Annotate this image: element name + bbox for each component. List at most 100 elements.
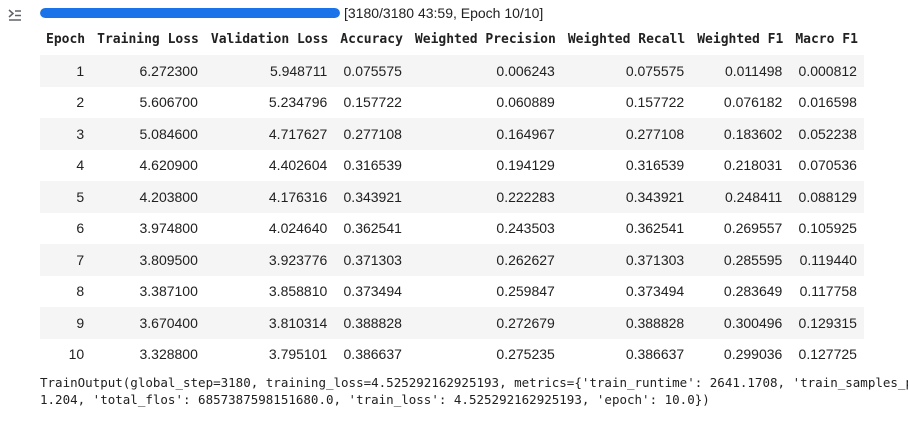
table-cell: 0.000812 (789, 55, 864, 87)
table-row: 10 3.328800 3.795101 0.386637 0.275235 0.3866… (40, 339, 864, 371)
table-cell: 3.809500 (91, 244, 205, 276)
table-cell: 3.923776 (204, 244, 335, 276)
table-cell: 0.373494 (343, 283, 402, 300)
table-cell: 8 (76, 283, 85, 300)
table-cell: 0.075575 (561, 55, 692, 87)
table-cell: 5 (40, 181, 92, 213)
table-cell: 0.016598 (798, 94, 857, 111)
table-cell: 0.259847 (496, 283, 555, 300)
progress-bar (40, 8, 340, 18)
table-cell: 0.343921 (561, 181, 692, 213)
table-cell: 0.316539 (625, 157, 685, 174)
table-row: 7 3.809500 3.923776 0.371303 0.262627 0.37130… (40, 244, 864, 276)
table-row: 9 3.670400 3.810314 0.388828 0.272679 0.38882… (40, 307, 864, 339)
table-cell: 0.052238 (789, 118, 864, 150)
table-cell: 4.203800 (91, 181, 205, 213)
table-cell: 4.176316 (204, 181, 335, 213)
table-cell: 0.157722 (625, 94, 685, 111)
column-header-accuracy: Accuracy (340, 31, 403, 47)
table-cell: 3.810314 (204, 307, 335, 339)
table-row: 4 4.620900 4.402604 0.316539 0.194129 0.31653… (40, 150, 864, 182)
table-cell: 0.386637 (343, 346, 402, 363)
table-cell: 0.076182 (723, 94, 783, 111)
progress-bar-fill (40, 8, 340, 18)
table-cell: 0.362541 (625, 220, 685, 237)
progress-status-text: [3180/3180 43:59, Epoch 10/10] (344, 5, 544, 21)
table-cell: 0.343921 (334, 181, 409, 213)
table-row: 1 6.272300 5.948711 0.075575 0.006243 0.07557… (40, 55, 864, 87)
table-cell: 0.194129 (496, 157, 555, 174)
table-cell: 0.269557 (723, 220, 783, 237)
table-cell: 0.285595 (691, 244, 790, 276)
table-cell: 5.948711 (204, 55, 335, 87)
table-cell: 3.858810 (268, 283, 328, 300)
table-header-row: Epoch Training Loss Validation Loss Accu… (40, 23, 864, 55)
table-cell: 0.129315 (789, 307, 864, 339)
table-cell: 6 (76, 220, 85, 237)
table-cell: 0.299036 (723, 346, 783, 363)
table-cell: 0.243503 (496, 220, 555, 237)
table-cell: 0.117758 (799, 283, 857, 300)
table-cell: 4.717627 (204, 118, 335, 150)
table-cell: 6.272300 (91, 55, 205, 87)
train-output: TrainOutput(global_step=3180, training_l… (40, 374, 908, 408)
table-cell: 1 (40, 55, 92, 87)
table-cell: 0.272679 (408, 307, 562, 339)
table-cell: 0.164967 (408, 118, 562, 150)
column-header-weighted-precision: Weighted Precision (414, 31, 556, 47)
table-cell: 10 (68, 346, 85, 363)
table-cell: 0.011498 (691, 55, 790, 87)
table-cell: 0.316539 (343, 157, 402, 174)
table-cell: 0.088129 (789, 181, 864, 213)
train-output-line-2: 1.204, 'total_flos': 6857387598151680.0,… (40, 392, 710, 407)
table-cell: 4.402604 (268, 157, 328, 174)
table-cell: 4.024640 (268, 220, 328, 237)
table-cell: 0.283649 (723, 283, 783, 300)
table-row: 2 5.606700 5.234796 0.157722 0.060889 0.15772… (40, 87, 864, 119)
table-cell: 0.262627 (408, 244, 562, 276)
column-header-training-loss: Training Loss (97, 31, 199, 47)
column-header-epoch: Epoch (46, 31, 86, 47)
table-cell: 5.606700 (139, 94, 198, 111)
table-cell: 3 (40, 118, 92, 150)
table-cell: 0.277108 (334, 118, 409, 150)
table-cell: 3.328800 (139, 346, 198, 363)
table-cell: 0.388828 (561, 307, 692, 339)
training-metrics-table: Epoch Training Loss Validation Loss Accu… (40, 23, 864, 370)
table-cell: 0.006243 (408, 55, 562, 87)
table-cell: 0.362541 (343, 220, 402, 237)
table-cell: 5.084600 (91, 118, 205, 150)
table-cell: 0.127725 (798, 346, 857, 363)
table-row: 3 5.084600 4.717627 0.277108 0.164967 0.27710… (40, 118, 864, 150)
column-header-weighted-recall: Weighted Recall (567, 31, 686, 47)
table-cell: 0.371303 (334, 244, 409, 276)
table-cell: 0.373494 (625, 283, 685, 300)
table-cell: 0.183602 (691, 118, 790, 150)
column-header-macro-f1: Macro F1 (795, 31, 858, 47)
table-cell: 4.620900 (139, 157, 198, 174)
table-row: 5 4.203800 4.176316 0.343921 0.222283 0.34392… (40, 181, 864, 213)
table-row: 8 3.387100 3.858810 0.373494 0.259847 0.37349… (40, 276, 864, 308)
table-cell: 0.386637 (625, 346, 685, 363)
table-cell: 0.119440 (789, 244, 864, 276)
table-body: 1 6.272300 5.948711 0.075575 0.006243 0.07557… (40, 55, 864, 370)
table-cell: 4 (76, 157, 85, 174)
table-cell: 0.222283 (408, 181, 562, 213)
table-cell: 0.300496 (691, 307, 790, 339)
column-header-weighted-f1: Weighted F1 (697, 31, 784, 47)
table-cell: 0.388828 (334, 307, 409, 339)
table-cell: 0.075575 (334, 55, 409, 87)
table-row: 6 3.974800 4.024640 0.362541 0.243503 0.36254… (40, 213, 864, 245)
table-cell: 0.060889 (496, 94, 555, 111)
table-cell: 7 (40, 244, 92, 276)
table-cell: 2 (76, 94, 85, 111)
table-cell: 0.275235 (496, 346, 555, 363)
table-cell: 0.218031 (723, 157, 783, 174)
train-output-line-1: TrainOutput(global_step=3180, training_l… (40, 375, 908, 390)
table-cell: 0.371303 (561, 244, 692, 276)
training-progress: [3180/3180 43:59, Epoch 10/10] (40, 5, 543, 21)
table-cell: 3.974800 (139, 220, 198, 237)
column-header-validation-loss: Validation Loss (210, 31, 329, 47)
table-cell: 3.387100 (139, 283, 198, 300)
output-toggle-icon[interactable] (4, 4, 26, 26)
